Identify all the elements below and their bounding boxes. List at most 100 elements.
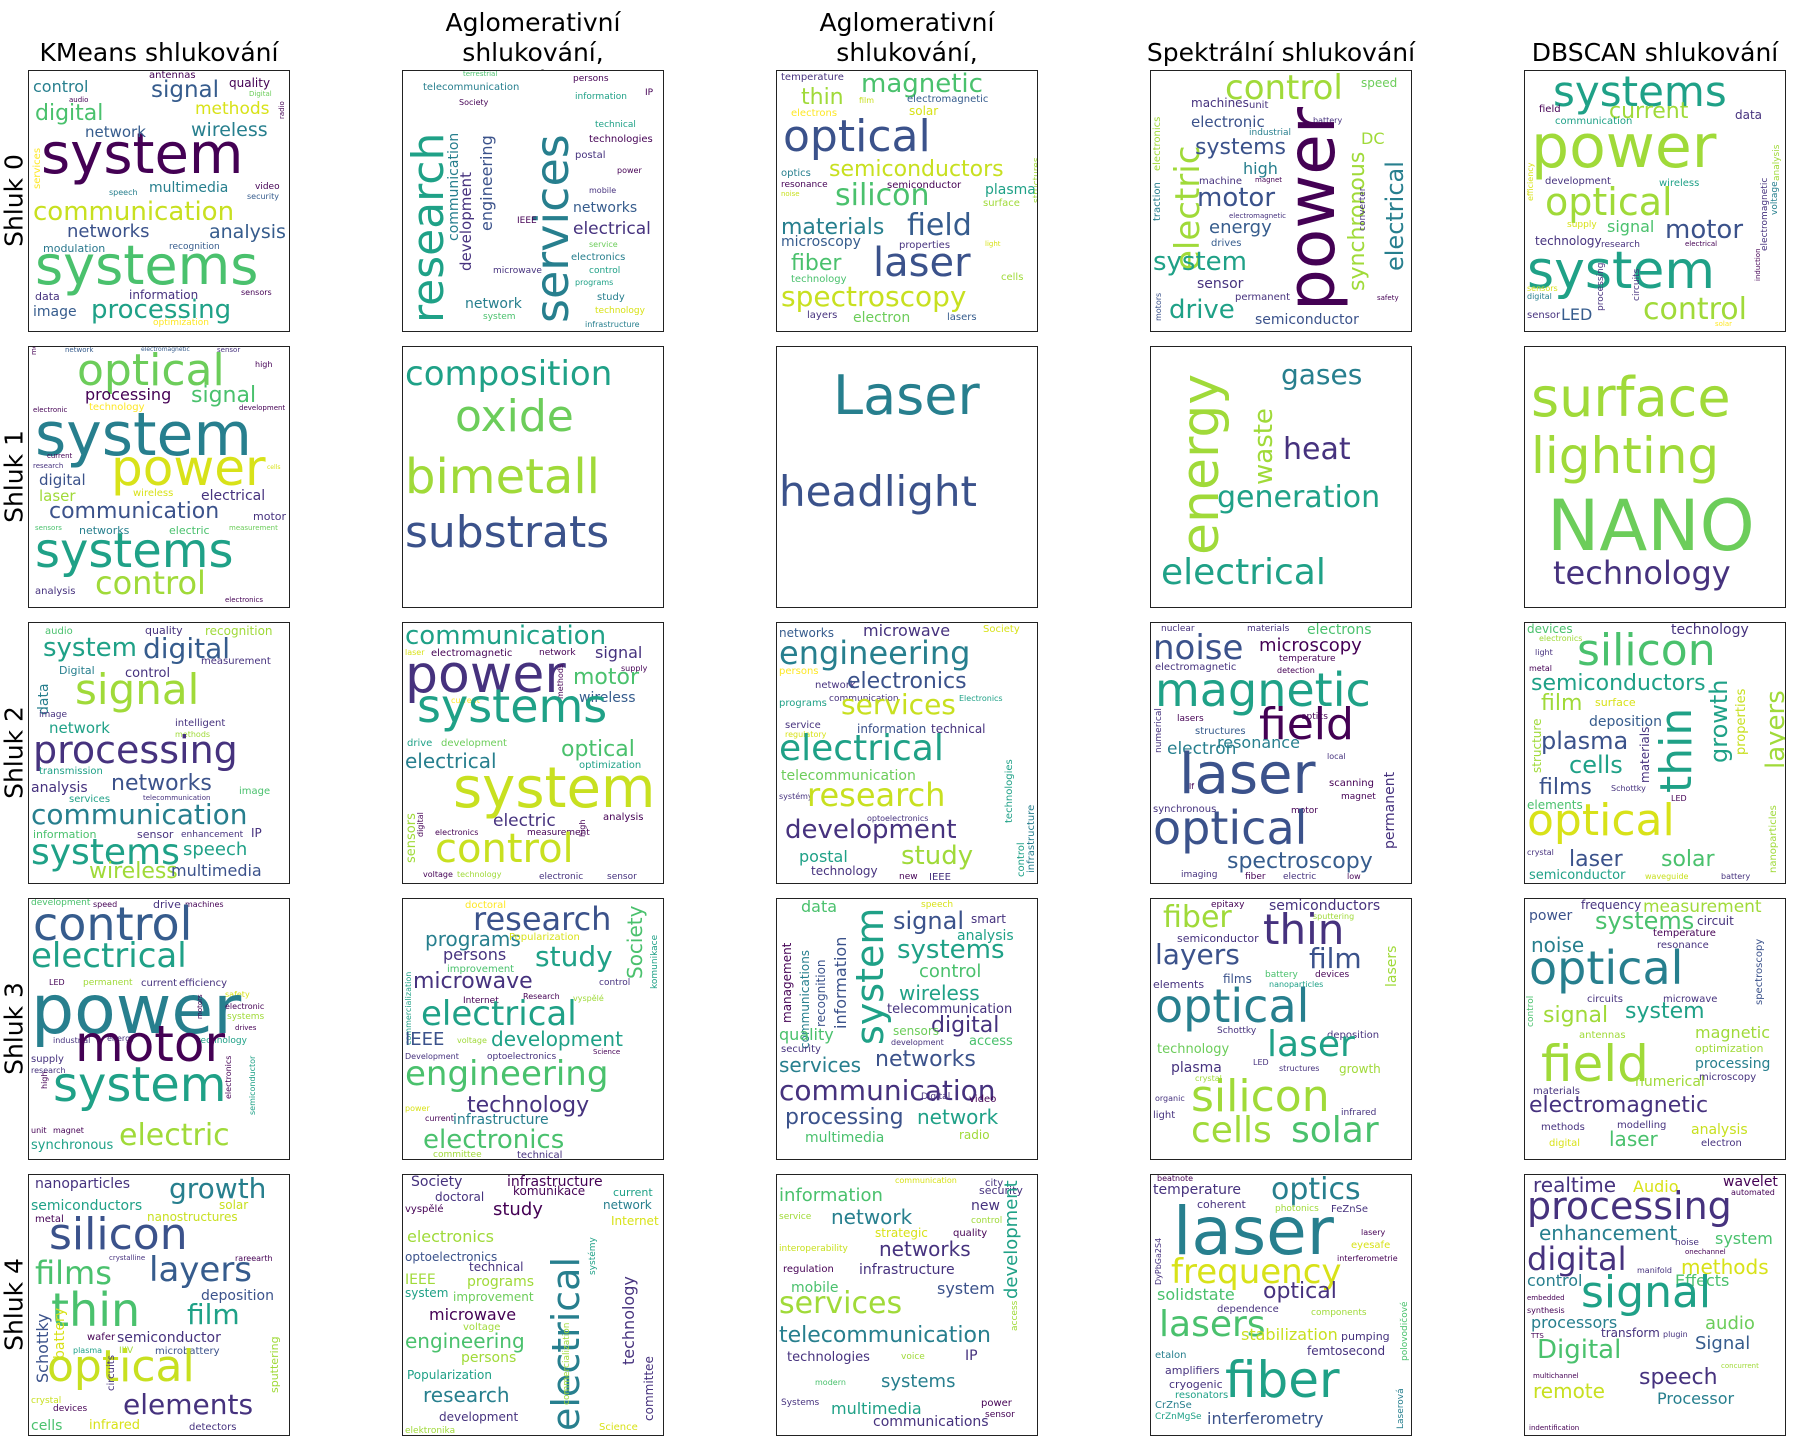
cloud-word: telecommunication [887,1002,1013,1017]
cloud-word: analysis [1772,144,1782,181]
cloud-word: service [779,1212,812,1222]
cloud-word: detection [1277,666,1315,675]
cloud-word: energy [1209,217,1272,238]
cloud-word: Systems [781,1398,820,1408]
cloud-word: system [1715,1229,1773,1248]
cloud-word: optoelectronics [405,1250,498,1264]
cloud-word: wireless [1659,178,1700,189]
cloud-word: study [493,1199,543,1220]
word-cloud: audio quality recognition system digital meas… [28,622,290,884]
cloud-word: electrical [779,728,944,769]
cloud-word: Digital [921,1092,951,1102]
word-cloud: epitaxy semiconductors fiber sputtering thin… [1150,898,1412,1160]
cloud-word: strategic [875,1226,928,1240]
cloud-word: system [483,312,516,322]
cloud-word: digital [1527,1240,1627,1278]
cloud-word: interoperability [779,1244,848,1254]
cloud-word: voltage [457,1036,487,1045]
cloud-word: power [405,1104,430,1113]
cloud-word: electrical [405,749,497,773]
cloud-word: city [985,1178,1004,1189]
cloud-word: networks [111,771,212,796]
cloud-word: microscopy [1699,1072,1757,1083]
cloud-word: telecommunication [143,794,211,802]
cloud-word: waveguide [1645,872,1689,881]
cloud-word: sensor [217,346,241,354]
cloud-word: control [1643,292,1747,327]
cloud-word: composition [405,354,613,394]
cloud-word: synchronous [31,1138,114,1153]
cloud-word: Effects [1675,1271,1730,1290]
cloud-word: bimetall [405,449,600,505]
cloud-word: film [1309,942,1362,975]
cloud-word: network [65,346,94,354]
cloud-word: concurrent [1721,1362,1759,1370]
cloud-word: persons [461,1350,517,1366]
cloud-word: system [453,756,656,821]
cloud-word: voltage [463,1322,501,1333]
cloud-word: laser [405,648,425,657]
cloud-word: surface [1531,366,1731,429]
cloud-word: noise [1153,628,1244,668]
cloud-word: quality [229,76,271,90]
cloud-word: organic [1155,1094,1185,1103]
cloud-word: heat [1283,432,1351,467]
cloud-word: technical [595,120,636,130]
cloud-word: optical [1545,180,1673,224]
cloud-word: wireless [191,119,268,141]
cloud-word: system [53,1057,227,1113]
cloud-word: electromagnetic [1529,1093,1709,1118]
cloud-word: Development [405,1052,459,1061]
cloud-word: komunikace [650,934,660,989]
cloud-word: Society [983,624,1020,635]
cloud-word: plasma [73,1346,103,1355]
cloud-word: headlight [779,467,977,516]
cloud-word: quality [145,624,183,637]
cloud-word: deposition [1327,1030,1380,1041]
cloud-word: speed [93,900,118,909]
cloud-word: information [857,722,927,736]
cloud-word: detectors [189,1422,237,1433]
cloud-word: technologies [787,1350,870,1365]
cloud-word: control [33,77,89,96]
cloud-word: power [1531,112,1717,182]
cloud-word: enhancement [181,830,244,840]
cloud-word: wireless [89,859,178,884]
cloud-word: digital [143,632,231,665]
cloud-word: semiconductors [1531,671,1706,696]
cloud-word: electric [119,1118,230,1153]
cloud-word: methods [30,347,38,355]
cloud-word: measurement [229,524,278,532]
cloud-word: LED [1561,305,1593,324]
cloud-word: signal [1581,1267,1712,1318]
cloud-word: communication [1555,116,1633,127]
cloud-word: infrared [89,1418,141,1433]
cloud-word: laser [1609,1127,1658,1151]
cloud-word: scanning [1329,778,1374,789]
cloud-word: network [85,123,146,141]
cloud-word: information [575,92,627,102]
cloud-word: light [1153,1110,1176,1121]
cloud-word: control [1526,995,1536,1027]
cloud-word: systems [31,832,180,873]
cloud-word: electrical [201,488,266,504]
word-cloud: terrestrial persons telecommunication infor… [402,70,664,332]
cloud-word: information [779,1185,883,1206]
cloud-word: motor [1197,183,1276,213]
cloud-word: optoelectronics [867,814,929,823]
cloud-word: systémy [779,792,813,801]
cloud-word: development [31,898,91,908]
cloud-word: energy [107,1034,135,1043]
cloud-word: engineering [405,1054,609,1094]
cloud-word: multimedia [149,180,229,196]
cloud-word: industrial [1249,128,1292,138]
cloud-word: light [1535,648,1553,657]
cloud-word: high [40,1071,49,1089]
cloud-word: electronics [571,252,626,263]
cloud-word: optical [1155,979,1310,1033]
cloud-word: technologies [589,134,653,145]
cloud-word: access [969,1034,1013,1049]
cloud-word: development [891,1038,944,1047]
cloud-word: programs [467,1274,535,1290]
cloud-word: methods [1681,1255,1769,1279]
